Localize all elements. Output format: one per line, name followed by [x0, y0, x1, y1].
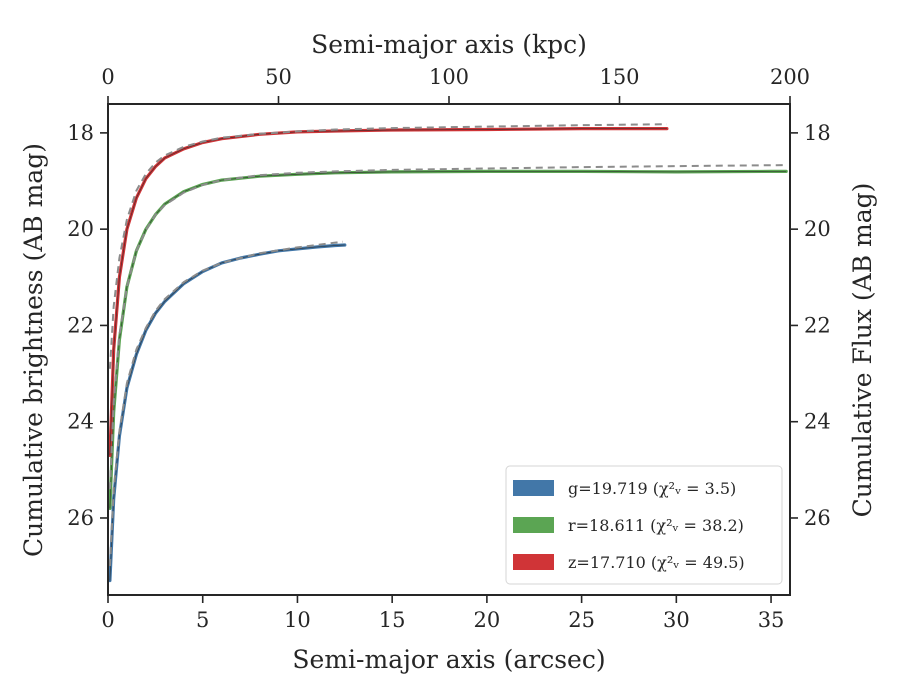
legend-label-g: g=19.719 (χ²ᵥ = 3.5) [568, 479, 736, 498]
right-y-tick-label: 20 [804, 217, 831, 241]
right-y-tick-label: 22 [804, 313, 831, 337]
bottom-x-axis-title: Semi-major axis (arcsec) [292, 645, 605, 674]
top-tick-label: 150 [599, 65, 639, 89]
right-y-tick-label: 26 [804, 506, 831, 530]
x-tick-label: 10 [284, 608, 311, 632]
left-y-axis-title: Cumulative brightness (AB mag) [19, 143, 48, 557]
x-tick-label: 35 [758, 608, 785, 632]
right-y-tick-label: 24 [804, 410, 831, 434]
x-tick-label: 0 [101, 608, 114, 632]
y-tick-label: 20 [67, 217, 94, 241]
bottom-x-axis: 0 5 10 15 20 25 30 35 [101, 595, 784, 632]
y-tick-label: 26 [67, 506, 94, 530]
x-tick-label: 30 [663, 608, 690, 632]
top-x-axis: 0 50 100 150 200 [101, 65, 810, 104]
x-tick-label: 20 [474, 608, 501, 632]
model-fit-line-z [108, 123, 667, 369]
model-fit-line-r [108, 164, 787, 490]
y-tick-label: 18 [67, 121, 94, 145]
legend-label-r: r=18.611 (χ²ᵥ = 38.2) [568, 516, 744, 535]
series-center-line-z [109, 128, 667, 456]
top-tick-label: 200 [770, 65, 810, 89]
legend: g=19.719 (χ²ᵥ = 3.5) r=18.611 (χ²ᵥ = 38.2… [505, 465, 783, 585]
top-tick-label: 50 [265, 65, 292, 89]
right-y-axis: 18 20 22 24 26 [790, 121, 831, 530]
left-y-axis: 18 20 22 24 26 [67, 121, 108, 530]
right-y-tick-label: 18 [804, 121, 831, 145]
legend-label-z: z=17.710 (χ²ᵥ = 49.5) [568, 553, 745, 572]
legend-box [505, 465, 783, 585]
y-tick-label: 24 [67, 410, 94, 434]
legend-swatch-g [513, 480, 554, 496]
model-fit-line-g [108, 240, 344, 567]
legend-swatch-r [513, 517, 554, 533]
top-x-axis-title: Semi-major axis (kpc) [311, 30, 587, 59]
y-tick-label: 22 [67, 313, 94, 337]
top-tick-label: 100 [429, 65, 469, 89]
x-tick-label: 5 [196, 608, 209, 632]
right-y-axis-title: Cumulative Flux (AB mag) [848, 183, 877, 518]
model-fit-layer [108, 123, 787, 567]
top-tick-label: 0 [101, 65, 114, 89]
x-tick-label: 15 [379, 608, 406, 632]
x-tick-label: 25 [568, 608, 595, 632]
legend-swatch-z [513, 554, 554, 570]
